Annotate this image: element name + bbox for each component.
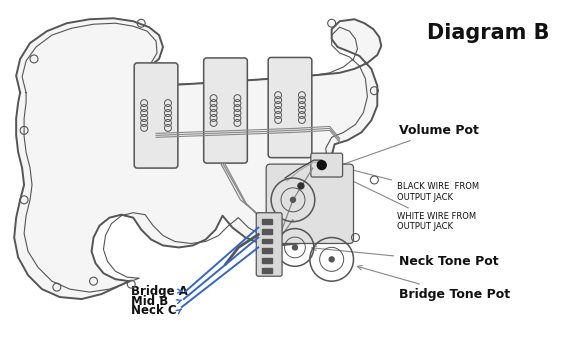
Circle shape xyxy=(329,257,334,262)
Text: WHITE WIRE FROM
OUTPUT JACK: WHITE WIRE FROM OUTPUT JACK xyxy=(325,168,476,231)
Bar xyxy=(262,229,272,234)
Text: Bridge Tone Pot: Bridge Tone Pot xyxy=(357,266,510,301)
Circle shape xyxy=(298,183,304,189)
Bar xyxy=(262,219,272,224)
FancyBboxPatch shape xyxy=(134,63,178,168)
Bar xyxy=(262,268,272,273)
Text: Bridge A: Bridge A xyxy=(131,285,188,297)
Text: Diagram B: Diagram B xyxy=(427,23,550,43)
FancyBboxPatch shape xyxy=(268,58,312,158)
Text: Neck Tone Pot: Neck Tone Pot xyxy=(312,246,499,268)
Circle shape xyxy=(317,160,326,170)
Text: BLACK WIRE  FROM
OUTPUT JACK: BLACK WIRE FROM OUTPUT JACK xyxy=(325,162,479,202)
FancyBboxPatch shape xyxy=(204,58,247,163)
Circle shape xyxy=(291,197,295,202)
FancyBboxPatch shape xyxy=(266,164,353,244)
Bar xyxy=(262,239,272,244)
Bar xyxy=(262,248,272,253)
FancyBboxPatch shape xyxy=(311,153,343,177)
Bar xyxy=(262,258,272,263)
Polygon shape xyxy=(14,18,381,299)
Text: Volume Pot: Volume Pot xyxy=(297,124,479,181)
FancyBboxPatch shape xyxy=(256,213,282,276)
Circle shape xyxy=(292,245,298,250)
Text: Neck C: Neck C xyxy=(131,305,177,317)
Text: Mid B: Mid B xyxy=(131,295,169,307)
